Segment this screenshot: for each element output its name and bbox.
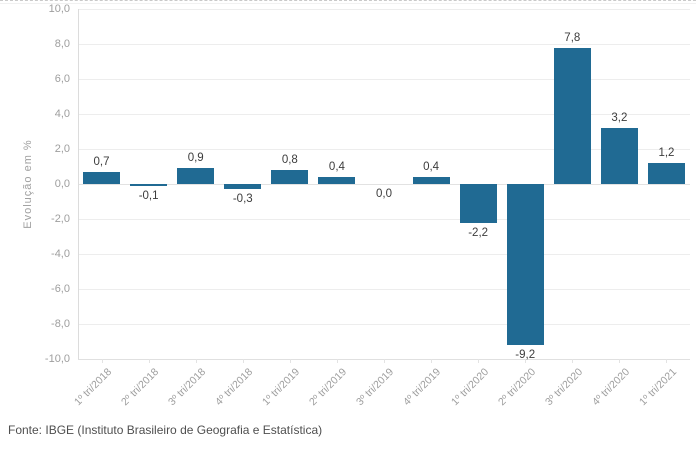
gridline [78, 254, 690, 255]
source-note: Fonte: IBGE (Instituto Brasileiro de Geo… [8, 423, 323, 437]
gridline [78, 219, 690, 220]
bar-value-label: 0,9 [187, 152, 204, 165]
bar-value-label: 3,2 [611, 112, 628, 124]
bar-value-label: -2,2 [468, 226, 489, 239]
y-tick-label: 6,0 [54, 73, 70, 85]
x-axis-label-text: 3º tri/2019 [354, 366, 397, 409]
bar-value-label: -9,2 [515, 349, 536, 361]
gridline [78, 184, 690, 185]
bar-value-label: -0,1 [138, 190, 159, 202]
x-axis-label-text: 1º tri/2018 [71, 366, 115, 409]
x-tick-mark [384, 359, 385, 363]
bar-value-label: 0,7 [93, 155, 110, 168]
x-tick-mark [525, 359, 527, 363]
x-tick-mark [242, 359, 244, 363]
x-tick-mark [572, 359, 574, 363]
y-tick-label: -2,0 [51, 213, 70, 225]
x-axis-label-text: 1º tri/2020 [448, 366, 491, 409]
bar[interactable] [318, 177, 356, 184]
x-axis-label-text: 1º tri/2021 [636, 366, 679, 409]
x-axis-label-text: 2º tri/2018 [118, 366, 162, 409]
x-axis-label-text: 4º tri/2018 [213, 366, 256, 409]
bar[interactable] [506, 184, 544, 345]
x-axis-label-text: 1º tri/2019 [260, 366, 303, 409]
y-tick-label: -6,0 [51, 283, 70, 295]
y-tick-label: -4,0 [51, 248, 70, 260]
bar-value-label: 7,8 [564, 31, 581, 44]
x-tick-mark [431, 359, 433, 363]
bar[interactable] [412, 177, 450, 184]
x-tick-mark [148, 359, 150, 363]
x-tick-mark [336, 359, 338, 363]
bar-value-label: 0,4 [423, 161, 440, 173]
x-tick-mark [666, 359, 668, 363]
y-tick-label: -8,0 [51, 318, 70, 330]
x-axis-label-text: 4º tri/2019 [401, 366, 444, 409]
y-tick-label: 4,0 [54, 108, 70, 120]
bar[interactable] [224, 184, 262, 190]
bar[interactable] [271, 170, 309, 184]
top-gridline [0, 3, 696, 4]
y-axis-line [78, 9, 79, 359]
y-tick-label: -10,0 [44, 353, 70, 365]
y-tick-label: 2,0 [54, 143, 70, 155]
x-axis-label-text: 4º tri/2020 [589, 366, 632, 409]
gridline [78, 324, 690, 325]
y-tick-label: 0,0 [54, 178, 70, 190]
bar[interactable] [130, 184, 168, 186]
x-tick-mark [478, 359, 480, 363]
gridline [78, 79, 690, 80]
x-axis-label-text: 3º tri/2018 [166, 366, 209, 409]
bar-value-label: 0,0 [376, 188, 392, 200]
gridline [78, 114, 690, 115]
bar-value-label: 1,2 [658, 147, 675, 159]
bar[interactable] [647, 163, 685, 184]
gridline [78, 44, 690, 45]
x-tick-mark [619, 359, 621, 363]
gridline [78, 289, 690, 290]
bar[interactable] [553, 47, 591, 184]
bar[interactable] [177, 168, 215, 184]
y-tick-label: 8,0 [54, 38, 70, 50]
x-axis-label-text: 2º tri/2019 [307, 366, 350, 409]
bar-value-label: -0,3 [232, 193, 253, 206]
bar[interactable] [83, 171, 121, 184]
widget-top-dashed-border [0, 0, 696, 1]
bar[interactable] [459, 184, 497, 223]
x-tick-mark [289, 359, 291, 363]
gridline [78, 149, 690, 150]
bar-value-label: 0,4 [328, 161, 345, 173]
bar-value-label: 0,8 [281, 154, 298, 166]
y-tick-label: 10,0 [48, 3, 70, 15]
x-tick-mark [195, 359, 197, 363]
gridline [78, 9, 690, 10]
x-tick-mark [101, 359, 103, 363]
bar[interactable] [600, 128, 638, 184]
x-axis-label-text: 3º tri/2020 [542, 366, 585, 409]
x-axis-label-text: 2º tri/2020 [495, 366, 538, 409]
